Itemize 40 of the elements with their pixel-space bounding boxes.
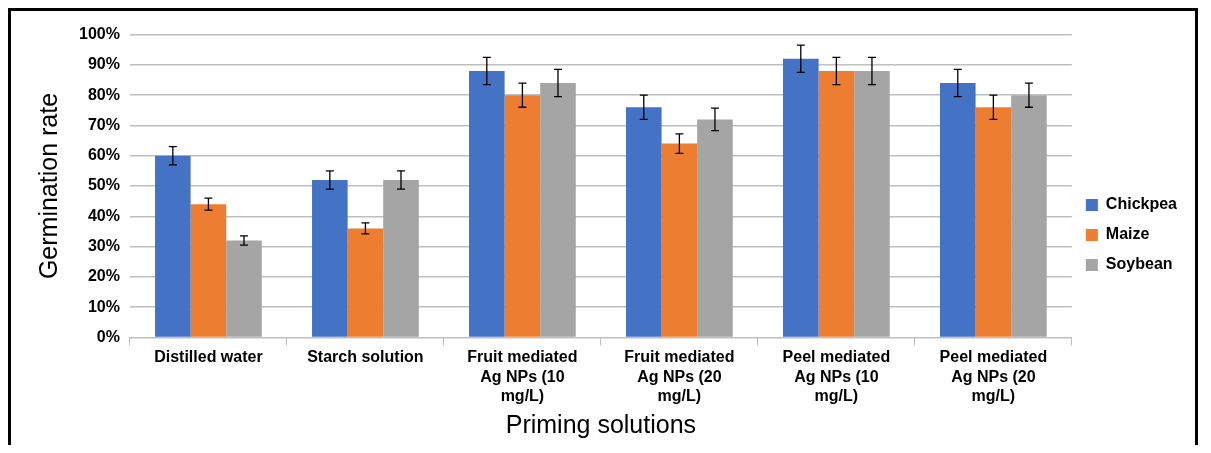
legend-label: Maize <box>1105 225 1150 243</box>
x-tick-label: Fruit mediated Ag NPs (20 mg/L) <box>624 348 735 404</box>
bar <box>312 179 348 337</box>
bar <box>540 83 576 337</box>
bar <box>469 70 505 337</box>
bar <box>697 119 733 337</box>
bar <box>155 155 191 337</box>
y-tick-label: 100% <box>79 25 120 43</box>
bar <box>783 58 819 337</box>
bar <box>1011 95 1047 337</box>
x-tick-label: Fruit mediated Ag NPs (10 mg/L) <box>467 348 578 404</box>
legend-label: Soybean <box>1105 255 1173 273</box>
bar <box>190 204 227 337</box>
x-tick-label: Peel mediated Ag NPs (20 mg/L) <box>939 348 1048 404</box>
bar <box>975 107 1012 337</box>
bar <box>818 70 855 337</box>
y-tick-label: 80% <box>87 85 120 103</box>
y-tick-label: 50% <box>87 176 120 194</box>
y-tick-label: 60% <box>87 146 120 164</box>
y-axis-title: Germination rate <box>33 92 62 280</box>
y-tick-label: 0% <box>96 327 120 345</box>
y-tick-label: 70% <box>87 115 120 133</box>
x-tick-label: Distilled water <box>154 348 263 366</box>
y-tick-label: 10% <box>87 297 120 315</box>
bar <box>661 143 698 337</box>
bar <box>504 95 541 337</box>
bar <box>226 240 262 337</box>
x-tick-label: Starch solution <box>307 348 424 366</box>
y-tick-label: 30% <box>87 236 120 254</box>
bar <box>854 70 890 337</box>
y-tick-label: 90% <box>87 55 120 73</box>
bar <box>939 83 976 337</box>
x-tick-label: Peel mediated Ag NPs (10 mg/L) <box>782 348 891 404</box>
x-axis-title: Priming solutions <box>505 409 697 438</box>
bar <box>383 179 419 337</box>
y-tick-label: 20% <box>87 267 120 285</box>
bar <box>626 107 662 337</box>
legend-label: Chickpea <box>1105 195 1178 213</box>
y-tick-label: 40% <box>87 206 120 224</box>
bar <box>347 228 384 337</box>
